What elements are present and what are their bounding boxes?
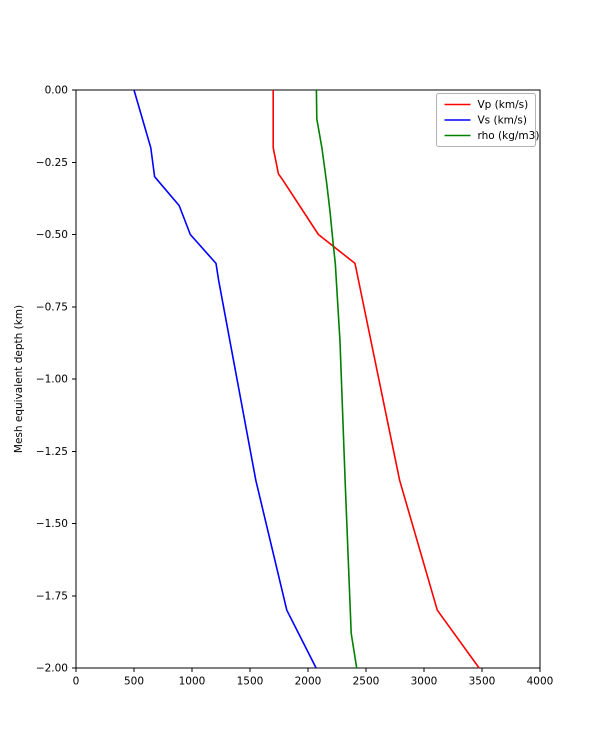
series-line-rho: [315, 89, 358, 669]
y-tick-label: −0.25: [36, 157, 68, 169]
y-axis-label: Mesh equivalent depth (km): [13, 305, 25, 453]
x-tick-label: 500: [124, 676, 144, 688]
y-tick-label: −2.00: [36, 663, 68, 675]
x-tick-label: 1500: [237, 676, 264, 688]
y-tick-label: 0.00: [45, 85, 68, 97]
y-tick-label: −1.25: [36, 446, 68, 458]
y-tick-label: −1.50: [36, 518, 68, 530]
y-tick-label: −0.75: [36, 301, 68, 313]
legend-label-vs: Vs (km/s): [478, 115, 528, 127]
x-tick-label: 3500: [469, 676, 496, 688]
x-tick-label: 3000: [411, 676, 438, 688]
x-tick-label: 2000: [295, 676, 322, 688]
plot-area: [75, 89, 541, 669]
x-tick-label: 0: [73, 676, 80, 688]
x-tick-label: 4000: [527, 676, 554, 688]
x-tick-label: 2500: [353, 676, 380, 688]
legend-label-vp: Vp (km/s): [478, 99, 529, 111]
legend-label-rho: rho (kg/m3): [478, 130, 540, 142]
series-line-vs: [133, 89, 317, 669]
x-tick-label: 1000: [179, 676, 206, 688]
y-tick-label: −0.50: [36, 229, 68, 241]
y-tick-label: −1.75: [36, 590, 68, 602]
series-line-vp: [272, 90, 480, 669]
y-tick-label: −1.00: [36, 374, 68, 386]
legend-box: [436, 93, 536, 147]
